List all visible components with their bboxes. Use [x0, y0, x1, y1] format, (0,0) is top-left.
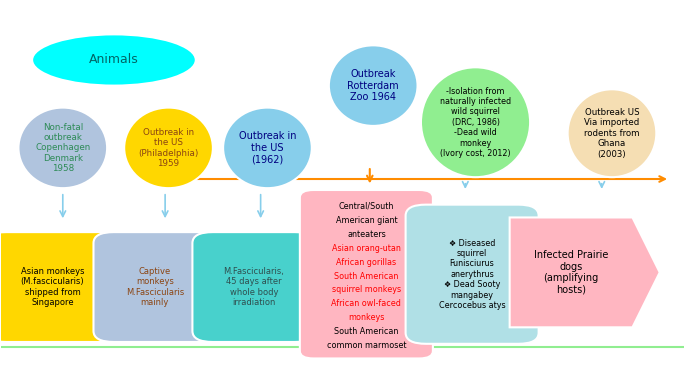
- Text: M.Fascicularis,
45 days after
whole body
irradiation: M.Fascicularis, 45 days after whole body…: [223, 267, 284, 307]
- Ellipse shape: [124, 108, 213, 188]
- FancyBboxPatch shape: [406, 205, 538, 344]
- Text: ❖ Diseased
squirrel
Funisciurus
anerythrus
❖ Dead Sooty
mangabey
Cercocebus atys: ❖ Diseased squirrel Funisciurus anerythr…: [439, 238, 506, 310]
- Text: Outbreak
Rotterdam
Zoo 1964: Outbreak Rotterdam Zoo 1964: [347, 69, 399, 102]
- Text: monkeys: monkeys: [348, 313, 384, 322]
- Polygon shape: [510, 217, 660, 327]
- Text: African owl-faced: African owl-faced: [332, 299, 401, 308]
- FancyBboxPatch shape: [93, 232, 216, 342]
- Text: Outbreak in
the US
(Philadelphia)
1959: Outbreak in the US (Philadelphia) 1959: [138, 128, 199, 168]
- Text: South American: South American: [334, 327, 399, 336]
- Text: Outbreak US
Via imported
rodents from
Ghana
(2003): Outbreak US Via imported rodents from Gh…: [584, 108, 640, 159]
- Ellipse shape: [32, 34, 196, 86]
- Ellipse shape: [18, 108, 107, 188]
- Ellipse shape: [329, 45, 418, 126]
- Text: common marmoset: common marmoset: [327, 341, 406, 350]
- Text: South American: South American: [334, 272, 399, 280]
- Ellipse shape: [421, 67, 530, 177]
- Text: squirrel monkeys: squirrel monkeys: [332, 286, 401, 294]
- FancyBboxPatch shape: [192, 232, 315, 342]
- FancyBboxPatch shape: [0, 232, 119, 342]
- Text: Asian monkeys
(M.fascicularis)
shipped from
Singapore: Asian monkeys (M.fascicularis) shipped f…: [21, 267, 84, 307]
- Text: -Isolation from
naturally infected
wild squirrel
(DRC, 1986)
-Dead wild
monkey
(: -Isolation from naturally infected wild …: [440, 87, 511, 158]
- Text: Central/South: Central/South: [338, 202, 394, 211]
- Text: American giant: American giant: [336, 216, 397, 225]
- Text: anteaters: anteaters: [347, 230, 386, 239]
- Ellipse shape: [568, 89, 656, 177]
- Text: Outbreak in
the US
(1962): Outbreak in the US (1962): [238, 131, 296, 165]
- Text: Captive
monkeys
M.Fascicularis
mainly: Captive monkeys M.Fascicularis mainly: [126, 267, 184, 307]
- Text: Animals: Animals: [89, 54, 139, 66]
- Ellipse shape: [223, 108, 312, 188]
- Text: Asian orang-utan: Asian orang-utan: [332, 244, 401, 253]
- FancyBboxPatch shape: [300, 190, 433, 358]
- Text: Non-fatal
outbreak
Copenhagen
Denmark
1958: Non-fatal outbreak Copenhagen Denmark 19…: [35, 123, 90, 173]
- Text: Infected Prairie
dogs
(amplifying
hosts): Infected Prairie dogs (amplifying hosts): [534, 250, 608, 295]
- Text: African gorillas: African gorillas: [336, 258, 397, 267]
